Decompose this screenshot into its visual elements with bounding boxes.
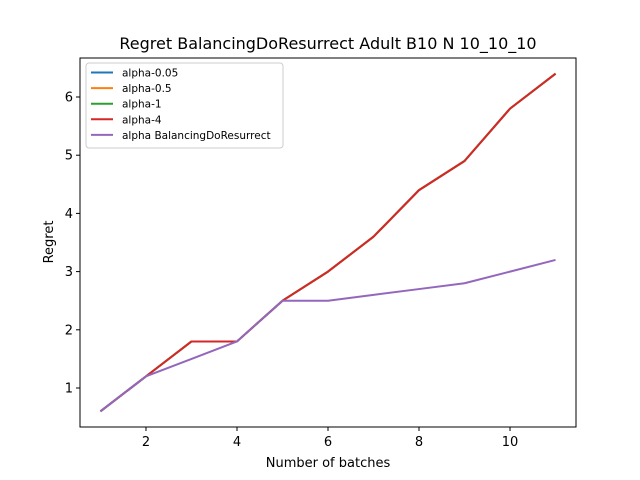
plot-area-frame — [79, 57, 577, 428]
legend-box — [85, 62, 284, 149]
x-tick-label: 8 — [415, 435, 423, 450]
y-tick-label: 5 — [65, 149, 73, 164]
y-tick-label: 6 — [65, 90, 73, 105]
y-tick-label: 4 — [65, 207, 73, 222]
legend-label: alpha-0.5 — [122, 83, 172, 95]
y-tick-label: 2 — [65, 323, 73, 338]
legend-label: alpha-4 — [122, 114, 162, 126]
series-line-4 — [99, 258, 556, 413]
legend-label: alpha-0.05 — [122, 68, 178, 80]
x-tick-label: 2 — [142, 435, 150, 450]
x-tick-label: 4 — [233, 435, 241, 450]
legend-label: alpha-1 — [122, 99, 162, 111]
plot-lines — [99, 72, 557, 413]
x-tick-label: 6 — [324, 435, 332, 450]
y-axis-label: Regret — [42, 221, 57, 264]
series-line-3 — [99, 72, 557, 413]
chart-title: Regret BalancingDoResurrect Adult B10 N … — [119, 34, 536, 54]
legend: alpha-0.05 alpha-0.5 alpha-1 alpha-4 alpha B… — [85, 62, 284, 149]
y-tick-label: 3 — [65, 265, 73, 280]
x-axis-label: Number of batches — [266, 456, 391, 471]
y-tick-label: 1 — [65, 382, 73, 397]
x-tick-label: 10 — [502, 435, 519, 450]
legend-label: alpha BalancingDoResurrect — [122, 130, 271, 142]
